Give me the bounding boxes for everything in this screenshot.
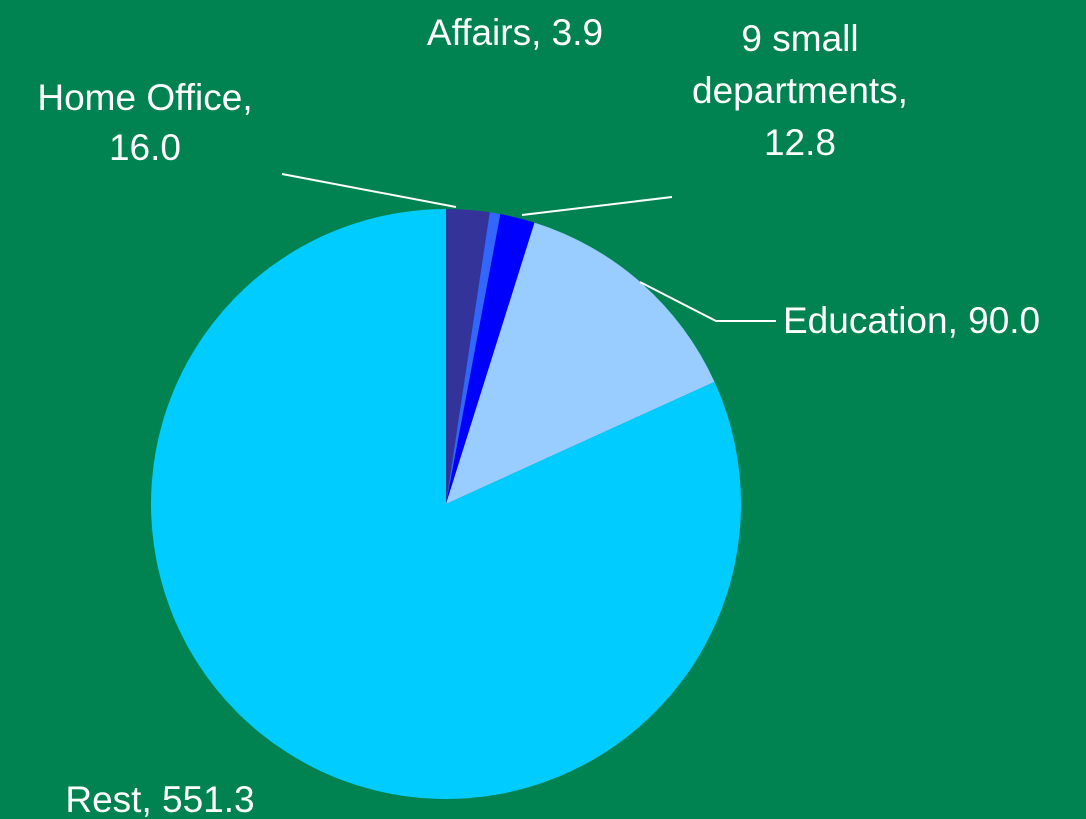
pie-slice-small-departments xyxy=(446,214,535,504)
pie-slices xyxy=(150,209,741,799)
pie-slice-rest xyxy=(150,209,741,799)
slice-label-home-office: Home Office, 16.0 xyxy=(37,77,252,168)
slice-label-line: departments, xyxy=(692,70,908,111)
pie-slice-home-office xyxy=(446,209,490,504)
slice-label-rest: Rest, 551.3 xyxy=(65,779,254,819)
slice-label-education: Education, 90.0 xyxy=(783,300,1040,341)
slice-label-line: Affairs, 3.9 xyxy=(427,12,603,53)
pie-slice-constitutional-affairs xyxy=(446,212,501,504)
slice-label-line: 16.0 xyxy=(109,127,181,168)
slice-label-small-departments: 9 small departments, 12.8 xyxy=(692,18,908,163)
leader-line-small-departments xyxy=(521,196,673,216)
leader-line-education xyxy=(639,281,776,322)
pie-slice-education xyxy=(446,222,715,505)
slice-label-line: 9 small xyxy=(741,18,858,59)
leader-lines xyxy=(281,173,776,322)
slice-label-line: Education, 90.0 xyxy=(783,300,1040,341)
slice-label-line: Rest, 551.3 xyxy=(65,779,254,819)
slice-labels: Home Office, 16.0 Department forConstituti… xyxy=(37,0,1040,819)
leader-line-home-office xyxy=(281,173,457,208)
slice-label-line: Home Office, xyxy=(37,77,252,118)
slice-label-constitutional-affairs: Department forConstitutionalAffairs, 3.9 xyxy=(392,0,639,53)
slice-label-line: 12.8 xyxy=(764,122,836,163)
